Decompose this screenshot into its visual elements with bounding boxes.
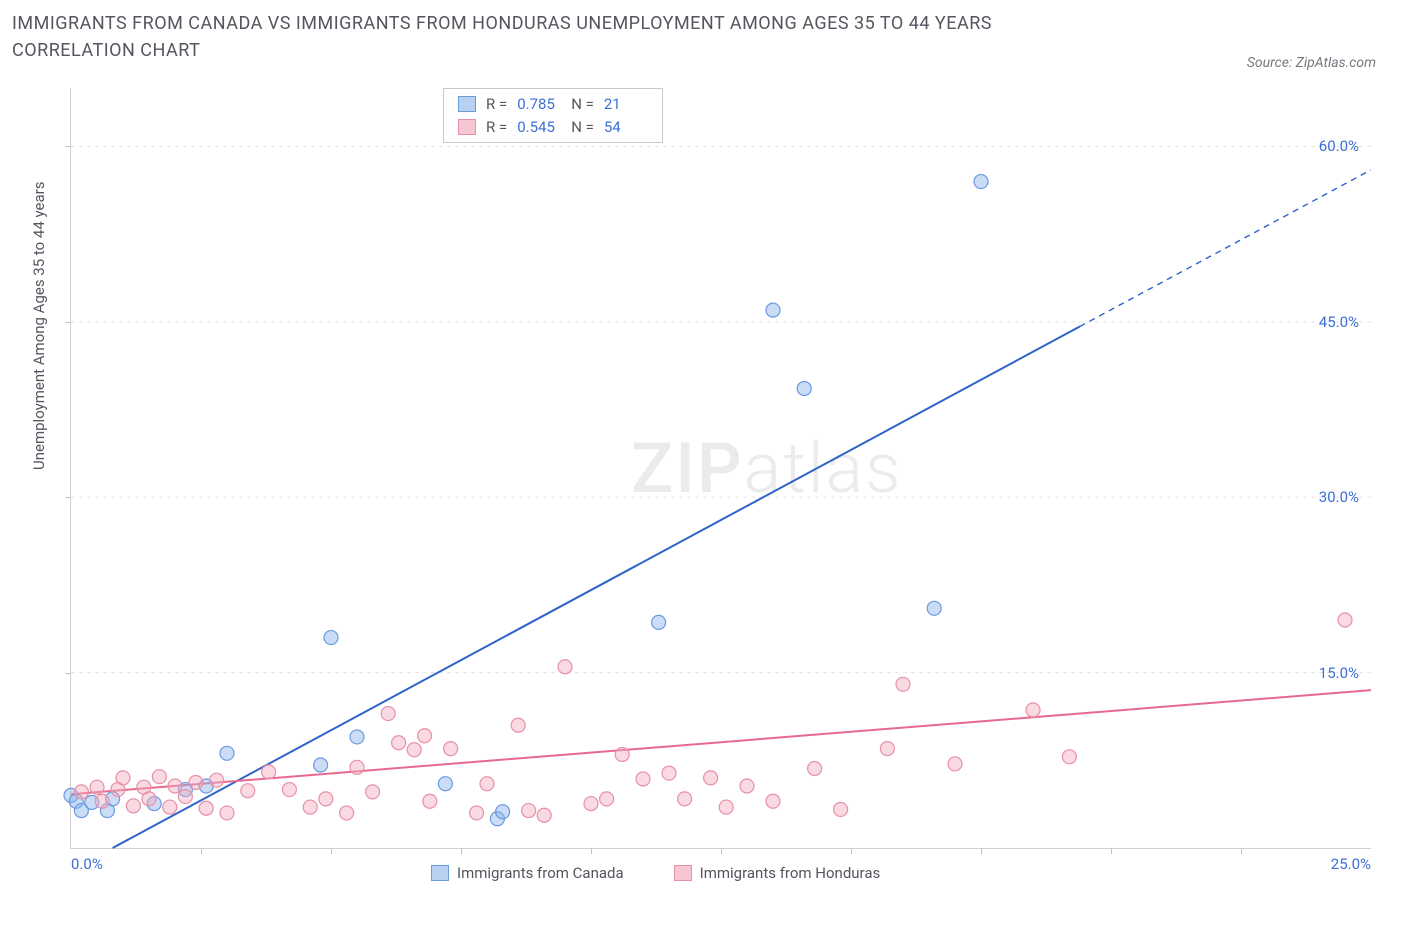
y-tick-label: 30.0% bbox=[1319, 488, 1359, 506]
chart-title: IMMIGRANTS FROM CANADA VS IMMIGRANTS FRO… bbox=[12, 10, 1106, 64]
legend-item-honduras: Immigrants from Honduras bbox=[674, 864, 881, 882]
y-tick-label: 45.0% bbox=[1319, 313, 1359, 331]
swatch-icon bbox=[674, 865, 692, 881]
legend-item-canada: Immigrants from Canada bbox=[431, 864, 624, 882]
x-tick-min: 0.0% bbox=[71, 855, 103, 873]
y-tick-label: 60.0% bbox=[1319, 137, 1359, 155]
stats-row-canada: R = 0.785 N = 21 bbox=[458, 93, 648, 116]
legend: Immigrants from Canada Immigrants from H… bbox=[431, 864, 880, 882]
swatch-icon bbox=[431, 865, 449, 881]
y-axis-label: Unemployment Among Ages 35 to 44 years bbox=[30, 182, 48, 470]
x-tick-max: 25.0% bbox=[1331, 855, 1371, 873]
scatter-plot-svg bbox=[71, 88, 1371, 848]
stats-row-honduras: R = 0.545 N = 54 bbox=[458, 116, 648, 139]
source-attribution: Source: ZipAtlas.com bbox=[1247, 55, 1376, 71]
plot-area: ZIPatlas R = 0.785 N = 21 R = 0.545 N = … bbox=[70, 88, 1371, 849]
swatch-icon bbox=[458, 96, 476, 112]
swatch-icon bbox=[458, 119, 476, 135]
y-tick-label: 15.0% bbox=[1319, 664, 1359, 682]
stats-box: R = 0.785 N = 21 R = 0.545 N = 54 bbox=[443, 88, 663, 143]
